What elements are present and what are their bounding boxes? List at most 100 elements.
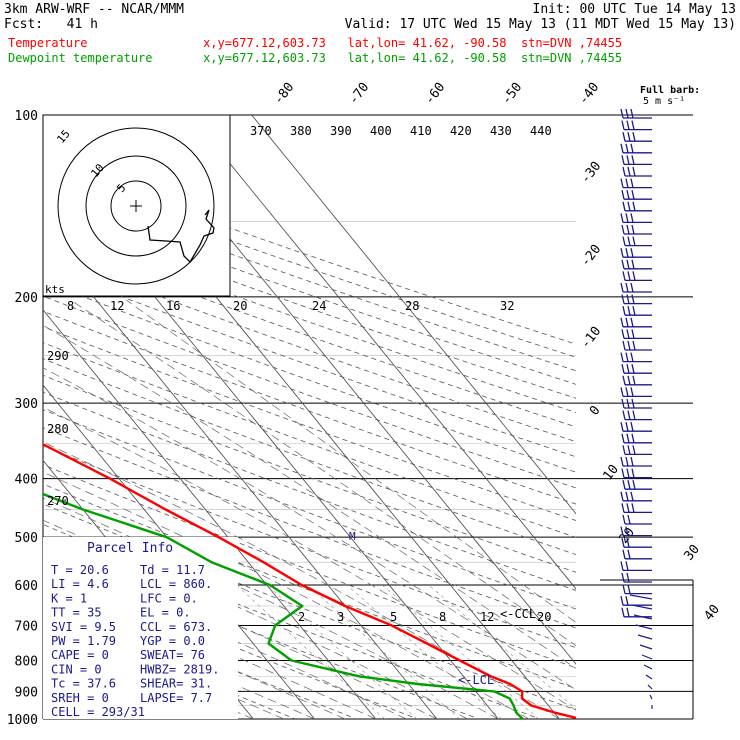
- isotherm-label: -10: [578, 324, 604, 352]
- wind-barb-flag: [632, 201, 636, 211]
- theta-label: 430: [490, 124, 512, 138]
- isotherm-line: [43, 309, 377, 719]
- melting-level-marker: M: [349, 530, 356, 543]
- moist-adiabat-line: [43, 572, 376, 719]
- wind-barb-flag: [625, 352, 629, 362]
- moist-adiabat-line: [43, 406, 576, 711]
- wind-barb-flag: [621, 433, 625, 443]
- wind-barb-flag: [621, 294, 625, 304]
- model-title: 3km ARW-WRF -- NCAR/MMM: [4, 2, 185, 17]
- parcel-info-left: SVI = 9.5: [51, 620, 116, 634]
- wind-barb-flag: [621, 190, 625, 200]
- wind-barb-flag: [620, 143, 624, 153]
- wind-barb-low: [633, 614, 653, 620]
- wind-barb-flag: [626, 433, 630, 443]
- wind-barb-flag: [632, 445, 636, 455]
- dry-adiabat-line: [43, 483, 576, 690]
- parcel-info-right: HWBZ= 2819.: [140, 662, 219, 676]
- wind-barb-flag: [627, 410, 631, 420]
- parcel-info-left: CIN = 0: [51, 662, 102, 676]
- isotherm-label: 0: [587, 403, 604, 418]
- mixing-ratio-label: 2: [298, 610, 305, 624]
- wind-barb-flag: [622, 271, 626, 281]
- wind-barb-flag: [627, 132, 631, 142]
- wind-barb-flag: [620, 108, 624, 119]
- parcel-info-left: Tc = 37.6: [51, 677, 116, 691]
- isotherm-label: 40: [702, 602, 723, 624]
- moist-adiabat-line: [43, 471, 529, 719]
- wind-barb-flag: [627, 375, 631, 385]
- mixing-ratio-line: [381, 584, 539, 719]
- wind-barb-flag: [622, 514, 626, 525]
- parcel-info-right: Td = 11.7: [140, 563, 205, 577]
- wind-barb-flag: [625, 248, 629, 258]
- wind-barb-flag: [630, 178, 634, 188]
- wind-barb-flag: [632, 306, 636, 316]
- parcel-info-box: [43, 537, 238, 719]
- wind-barb-flag: [627, 201, 631, 211]
- isotherm-line: [43, 234, 438, 719]
- wind-barb-flag: [627, 236, 631, 246]
- isotherm-label: 10: [601, 462, 622, 484]
- wind-barb-flag: [622, 132, 626, 142]
- parcel-info-left: LI = 4.6: [51, 577, 109, 591]
- pressure-tick-label: 400: [15, 473, 38, 488]
- mixing-ratio-label: 8: [439, 610, 446, 624]
- dry-adiabat-line: [43, 310, 576, 505]
- mixing-ratio-label: 5: [390, 610, 397, 624]
- wind-barb-flag: [626, 538, 630, 548]
- wind-barb-flag: [621, 503, 625, 513]
- isotherm-line: [190, 115, 576, 590]
- isotherm-line: [0, 115, 9, 719]
- wind-barb-flag: [620, 248, 624, 258]
- theta-label: 370: [250, 124, 272, 138]
- parcel-info-right: LFC = 0.: [140, 591, 198, 605]
- wind-barb-flag: [621, 120, 625, 130]
- wind-barb-flag: [625, 456, 629, 467]
- hodograph-speed-label: 20: [233, 299, 247, 313]
- wind-barb-flag: [631, 155, 635, 165]
- parcel-info-right: SHEAR= 31.: [140, 677, 212, 691]
- wind-barb-flag: [620, 178, 624, 188]
- pressure-tick-label: 600: [15, 579, 38, 594]
- wind-barb-flag: [630, 282, 634, 293]
- wind-barb-flag: [626, 224, 630, 235]
- parcel-info-right: EL = 0.: [140, 606, 191, 620]
- wind-barb-flag: [625, 282, 629, 293]
- wind-barb-flag: [625, 596, 629, 606]
- wind-barb-flag: [622, 410, 626, 420]
- wind-barb-flag: [620, 213, 624, 223]
- wind-barb-flag: [621, 572, 625, 583]
- pressure-tick-label: 1000: [7, 713, 38, 728]
- isotherm-label: -50: [499, 80, 525, 108]
- wind-barb-flag: [626, 503, 630, 513]
- wind-barb-flag: [620, 282, 624, 293]
- wind-barb-flag: [620, 422, 624, 432]
- mixing-ratio-label: 3: [337, 610, 344, 624]
- wind-barb-flag: [626, 398, 630, 409]
- wind-barb-flag: [622, 445, 626, 455]
- parcel-info-left: K = 1: [51, 591, 87, 605]
- wind-barb-flag: [626, 294, 630, 304]
- parcel-info-right: LAPSE= 7.7: [140, 691, 212, 705]
- wind-barb-flag: [622, 236, 626, 246]
- hodograph-speed-label: 28: [405, 299, 419, 313]
- wind-barb-flag: [626, 329, 630, 339]
- wind-barb-flag: [631, 224, 635, 235]
- theta-label: 420: [450, 124, 472, 138]
- wind-barb-flag: [632, 375, 636, 385]
- wind-barb-flag: [625, 143, 629, 153]
- theta-label: 380: [290, 124, 312, 138]
- mixing-ratio-line: [307, 584, 460, 719]
- pressure-tick-label: 800: [15, 654, 38, 669]
- parcel-info-right: SWEAT= 76: [140, 648, 205, 662]
- dry-adiabat-line: [43, 427, 576, 629]
- wind-barb-flag: [622, 166, 626, 177]
- wind-barb-flag: [627, 549, 631, 559]
- wind-barb-flag: [625, 387, 629, 397]
- wind-barb-flag: [620, 491, 624, 501]
- wind-barb-low: [639, 644, 653, 650]
- parcel-info-left: SREH = 0: [51, 691, 109, 705]
- wind-barb-flag: [622, 201, 626, 211]
- wind-barb-flag: [625, 317, 629, 327]
